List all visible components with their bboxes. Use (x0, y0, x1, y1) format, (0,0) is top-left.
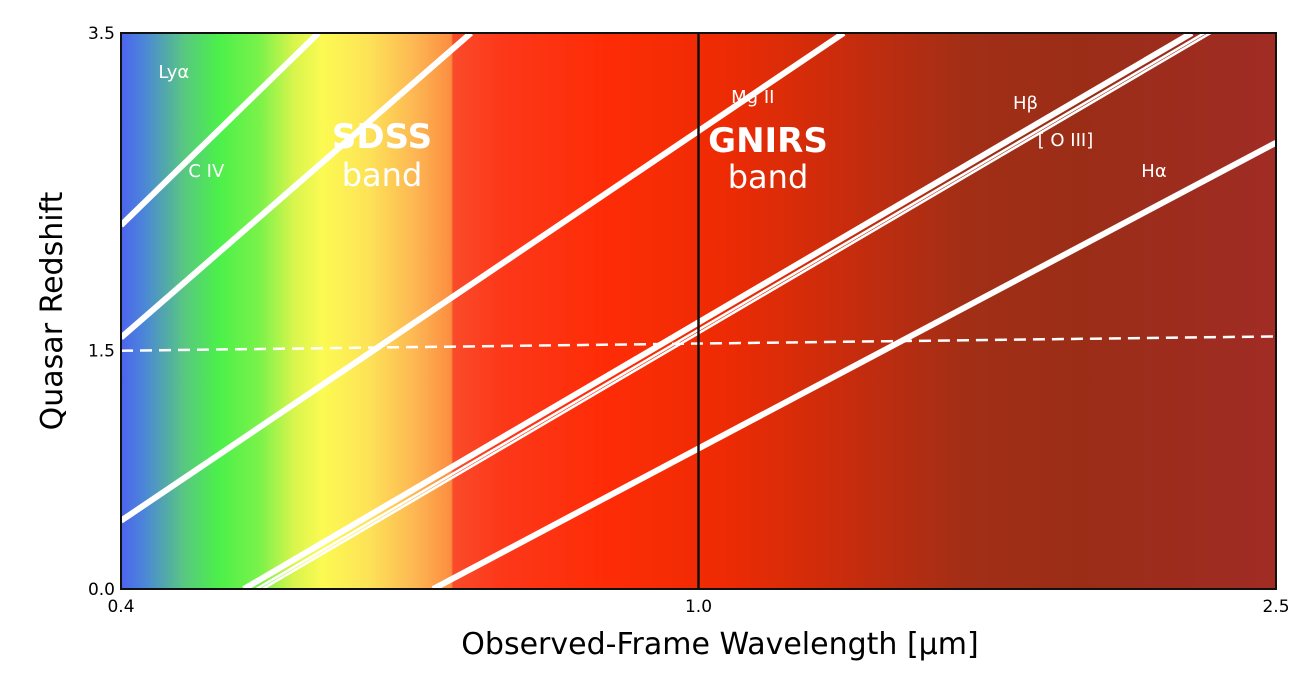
series-label-7: Hα (1141, 161, 1166, 182)
series-line-7 (431, 140, 1276, 589)
x-axis-title: Observed-Frame Wavelength [µm] (461, 627, 978, 662)
plot-frame (120, 32, 1277, 590)
series-label-3: Mg II (731, 87, 774, 108)
band-subtitle-2: band (728, 158, 809, 196)
band-subtitle-1: band (342, 156, 423, 194)
y-tick-label-1: 0.0 (88, 580, 115, 600)
series-label-2: C IV (188, 161, 225, 182)
y-tick-label-2: 1.5 (88, 342, 115, 362)
band-title-2: GNIRS (708, 121, 828, 161)
series-line-1 (121, 33, 321, 228)
series-line-6 (261, 33, 1212, 589)
x-tick-label-1: 0.4 (107, 597, 134, 617)
series-line-5 (255, 33, 1206, 589)
series-label-6: [ O III] (1038, 130, 1094, 151)
x-tick-label-3: 2.5 (1262, 597, 1289, 617)
series-label-4: Hβ (1013, 93, 1038, 114)
series-line-4 (242, 33, 1194, 589)
band-title-1: SDSS (332, 117, 432, 157)
series-line-2 (121, 33, 474, 340)
series-line-3 (121, 33, 846, 524)
series-label-1: Lyα (158, 62, 189, 83)
y-tick-label-3: 3.5 (88, 24, 115, 44)
x-tick-label-2: 1.0 (685, 597, 712, 617)
y-axis-title: Quasar Redshift (35, 191, 70, 430)
